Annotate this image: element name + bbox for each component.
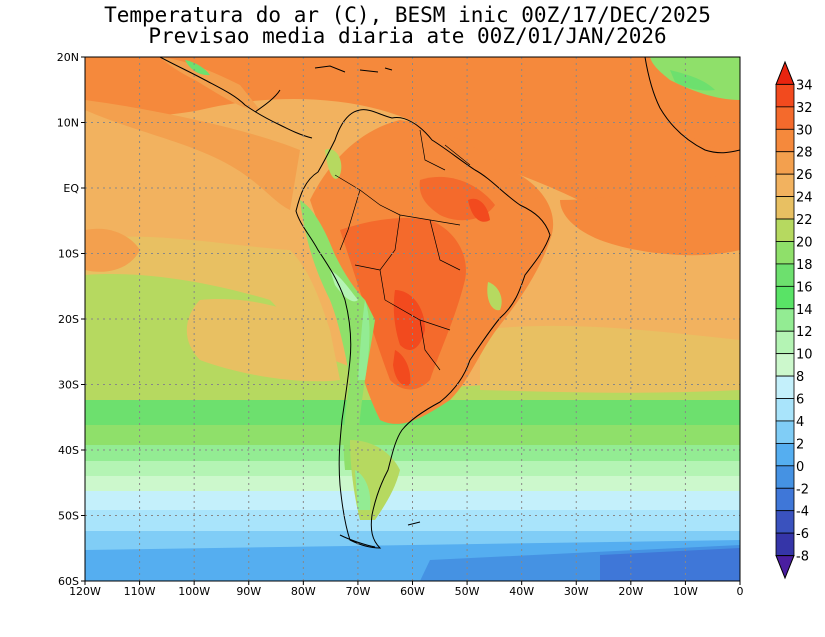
colorbar-segment [775,84,795,108]
colorbar-bottom-arrow [775,555,795,580]
lon-tick-label: 0 [737,585,744,598]
colorbar-label: 26 [796,168,813,183]
colorbar-segment [775,420,795,444]
lat-tick-label: 10S [58,248,79,261]
map-title-line-1: Temperatura do ar (C), BESM inic 00Z/17/… [104,3,711,27]
caribbean-islands [314,65,393,73]
colorbar-label: 22 [796,213,813,228]
colorbar-label: 6 [796,393,804,408]
lon-tick-label: 100W [178,585,210,598]
coastlines [159,57,740,549]
lat-tick-label: 20S [58,313,79,326]
colorbar-segment [775,151,795,175]
colorbar-segment [775,218,795,242]
colorbar-segment [775,285,795,310]
colorbar-segment [775,241,795,265]
colorbar-label: 30 [796,123,813,138]
lat-tick-label: EQ [63,182,79,195]
lat-tick-label: 10N [57,117,79,130]
colorbar-label: 16 [796,280,813,295]
colorbar-segment [775,196,795,220]
colorbar-label: 2 [796,437,804,452]
lon-tick-label: 30W [564,585,589,598]
lat-tick-label: 20N [57,51,79,64]
colorbar-segment [775,353,795,377]
colorbar-label: 10 [796,348,813,363]
colorbar-label: 24 [796,191,813,206]
colorbar-label: -4 [796,505,809,520]
colorbar-segment [775,465,795,489]
colorbar-segment [775,308,795,332]
lon-tick-label: 50W [455,585,480,598]
colorbar-label: 14 [796,303,813,318]
lat-tick-label: 50S [58,510,79,523]
lon-tick-label: 60W [400,585,425,598]
colorbar-segment [775,510,795,534]
lon-tick-label: 80W [291,585,316,598]
colorbar-label: 8 [796,370,804,385]
lat-tick-label: 40S [58,444,79,457]
country-borders [334,129,471,371]
colorbar-segment [775,442,795,467]
colorbar-label: 12 [796,325,813,340]
lon-tick-label: 110W [124,585,156,598]
latitude-ticks: 20N 10N EQ 10S 20S 30S 40S 50S 60S [57,51,85,588]
africa-outline [644,57,740,154]
map-title-line-2: Previsao media diaria ate 00Z/01/JAN/202… [148,24,667,48]
colorbar-label: -6 [796,527,809,542]
longitude-ticks: 120W 110W 100W 90W 80W 70W 60W 50W 40W 30W 20W 10W 0 [69,581,744,598]
colorbar-label: -8 [796,550,809,565]
map-grid [85,57,740,581]
lon-tick-label: 40W [509,585,534,598]
lon-tick-label: 120W [69,585,101,598]
central-america-outline [159,57,313,139]
lat-tick-label: 30S [58,379,79,392]
tierra-del-fuego [339,521,421,548]
lon-tick-label: 20W [618,585,643,598]
colorbar-label: 28 [796,146,813,161]
colorbar-segment [775,487,795,512]
colorbar-label: 20 [796,235,813,250]
colorbar-segment [775,330,795,355]
colorbar-label: 0 [796,460,804,475]
colorbar-segment [775,375,795,399]
colorbar-top-arrow [775,60,795,85]
colorbar-segment [775,128,795,153]
colorbar-segment [775,398,795,422]
colorbar-segment [775,173,795,198]
colorbar-label: 4 [796,415,804,430]
colorbar-label: -2 [796,482,809,497]
lon-tick-label: 90W [236,585,261,598]
colorbar-segment [775,106,795,130]
colorbar-label: 34 [796,78,813,93]
lat-tick-label: 60S [58,575,79,588]
colorbar-segment [775,532,795,556]
lon-tick-label: 70W [345,585,370,598]
colorbar-label: 32 [796,101,813,116]
lon-tick-label: 10W [673,585,698,598]
colorbar-label: 18 [796,258,813,273]
colorbar-segment [775,263,795,287]
south-america-outline [295,109,551,549]
